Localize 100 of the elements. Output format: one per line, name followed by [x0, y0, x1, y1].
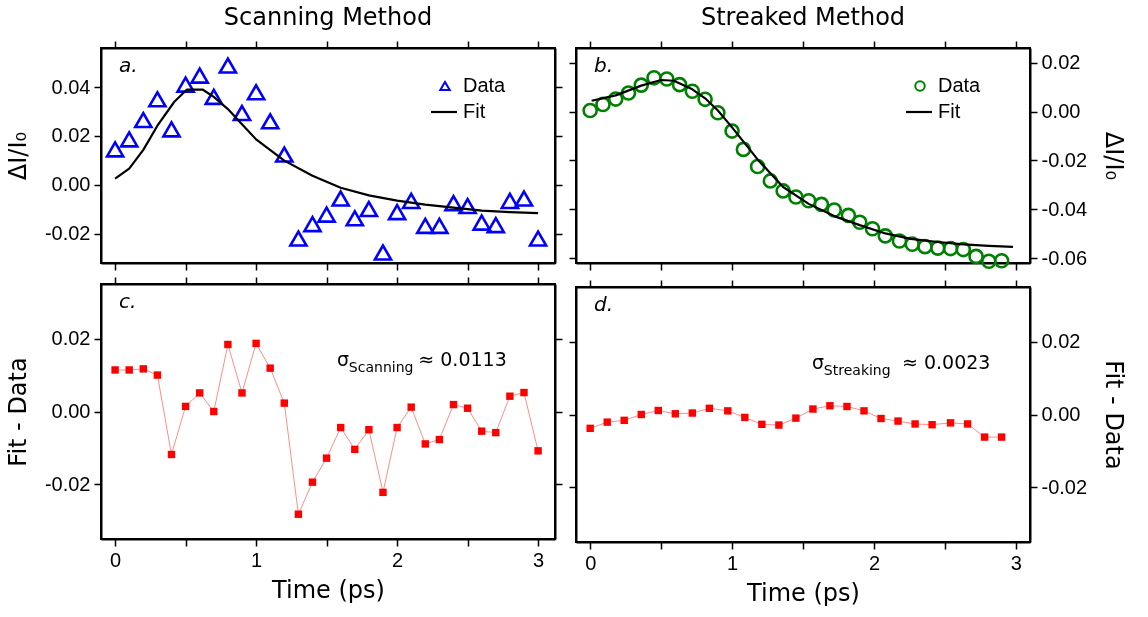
point	[430, 217, 449, 235]
point	[993, 252, 1010, 269]
y2-tick-label: -0.02	[1041, 475, 1088, 498]
point	[153, 371, 162, 379]
point	[843, 402, 851, 411]
point	[963, 420, 972, 428]
point	[218, 57, 238, 74]
point	[125, 366, 133, 374]
point	[308, 478, 317, 486]
point	[684, 83, 701, 100]
y2-tick-label: 0.02	[1041, 330, 1081, 353]
point	[688, 409, 697, 417]
legend-label: Fit	[938, 100, 961, 122]
point	[633, 77, 650, 93]
line-series	[590, 78, 1015, 248]
x-tick-label: 2	[868, 551, 880, 574]
point	[266, 364, 274, 372]
x-tick-label: 3	[1010, 551, 1022, 574]
point	[289, 230, 308, 247]
point	[133, 111, 153, 129]
point	[534, 447, 542, 455]
point	[877, 414, 885, 423]
point	[224, 340, 232, 349]
point	[603, 418, 611, 426]
point	[260, 113, 280, 130]
point	[741, 413, 749, 422]
chart-title: Streaked Method	[700, 3, 906, 32]
point	[252, 339, 260, 348]
point	[724, 123, 740, 139]
point	[671, 76, 688, 93]
point	[981, 253, 997, 270]
point	[528, 230, 548, 247]
point	[317, 206, 336, 223]
point	[322, 454, 331, 462]
x-tick-label: 1	[251, 548, 263, 571]
point	[415, 217, 435, 235]
point	[968, 248, 984, 265]
point	[809, 405, 817, 413]
y-tick-label: 0.00	[51, 173, 91, 196]
x-axis-title: Time (ps)	[746, 578, 860, 607]
point	[365, 426, 373, 434]
point	[758, 420, 766, 429]
x-axis-title: Time (ps)	[271, 575, 385, 604]
point	[119, 131, 139, 148]
point	[472, 214, 492, 231]
point	[894, 417, 902, 425]
annotation: b.	[594, 53, 614, 77]
point	[980, 433, 989, 441]
x-tick-label: 0	[110, 548, 122, 571]
point	[421, 440, 429, 448]
point	[359, 200, 379, 218]
y2-tick-label: 0.02	[1041, 51, 1081, 74]
point	[775, 421, 783, 429]
point	[586, 424, 594, 433]
point	[724, 407, 732, 415]
y-tick-label: 0.04	[51, 75, 91, 98]
annotation: d.	[594, 292, 614, 316]
y2-axis-title: Fit - Data	[1100, 360, 1129, 470]
point	[792, 414, 800, 422]
legend-label: Fit	[463, 100, 486, 122]
y-tick-label: 0.02	[51, 124, 91, 147]
y-tick-label: 0.02	[51, 327, 91, 350]
point	[710, 104, 726, 121]
point	[379, 488, 387, 497]
point	[407, 403, 415, 411]
point	[373, 244, 393, 261]
point	[477, 427, 486, 435]
point	[486, 216, 506, 234]
point	[506, 392, 514, 400]
y2-tick-label: -0.04	[1041, 197, 1088, 220]
point	[997, 433, 1006, 441]
point	[111, 366, 119, 374]
point	[105, 141, 125, 158]
y2-tick-label: -0.02	[1041, 148, 1088, 171]
point	[280, 399, 288, 407]
point	[274, 146, 294, 163]
chart-title: Scanning Method	[223, 3, 433, 32]
annotation: c.	[119, 289, 137, 313]
x-tick-label: 2	[392, 548, 404, 571]
y-tick-label: -0.02	[44, 222, 91, 245]
point	[444, 194, 463, 212]
legend-label: Data	[938, 74, 982, 96]
point	[788, 189, 804, 205]
x-tick-label: 1	[727, 551, 739, 574]
point	[928, 420, 936, 429]
point	[387, 203, 407, 221]
point	[195, 389, 204, 397]
legend-label: Data	[463, 74, 507, 96]
point	[190, 67, 210, 84]
point	[514, 190, 534, 207]
point	[393, 423, 401, 432]
annotation: a.	[119, 53, 138, 77]
y2-tick-label: 0.00	[1041, 100, 1081, 123]
y2-tick-label: -0.06	[1041, 246, 1088, 269]
y-axis-title: ΔI/I₀	[3, 131, 32, 181]
x-tick-label: 3	[533, 548, 545, 571]
y-axis-title: Fit - Data	[3, 357, 32, 467]
point	[911, 420, 919, 428]
point	[331, 190, 351, 207]
y-tick-label: -0.02	[44, 472, 91, 495]
